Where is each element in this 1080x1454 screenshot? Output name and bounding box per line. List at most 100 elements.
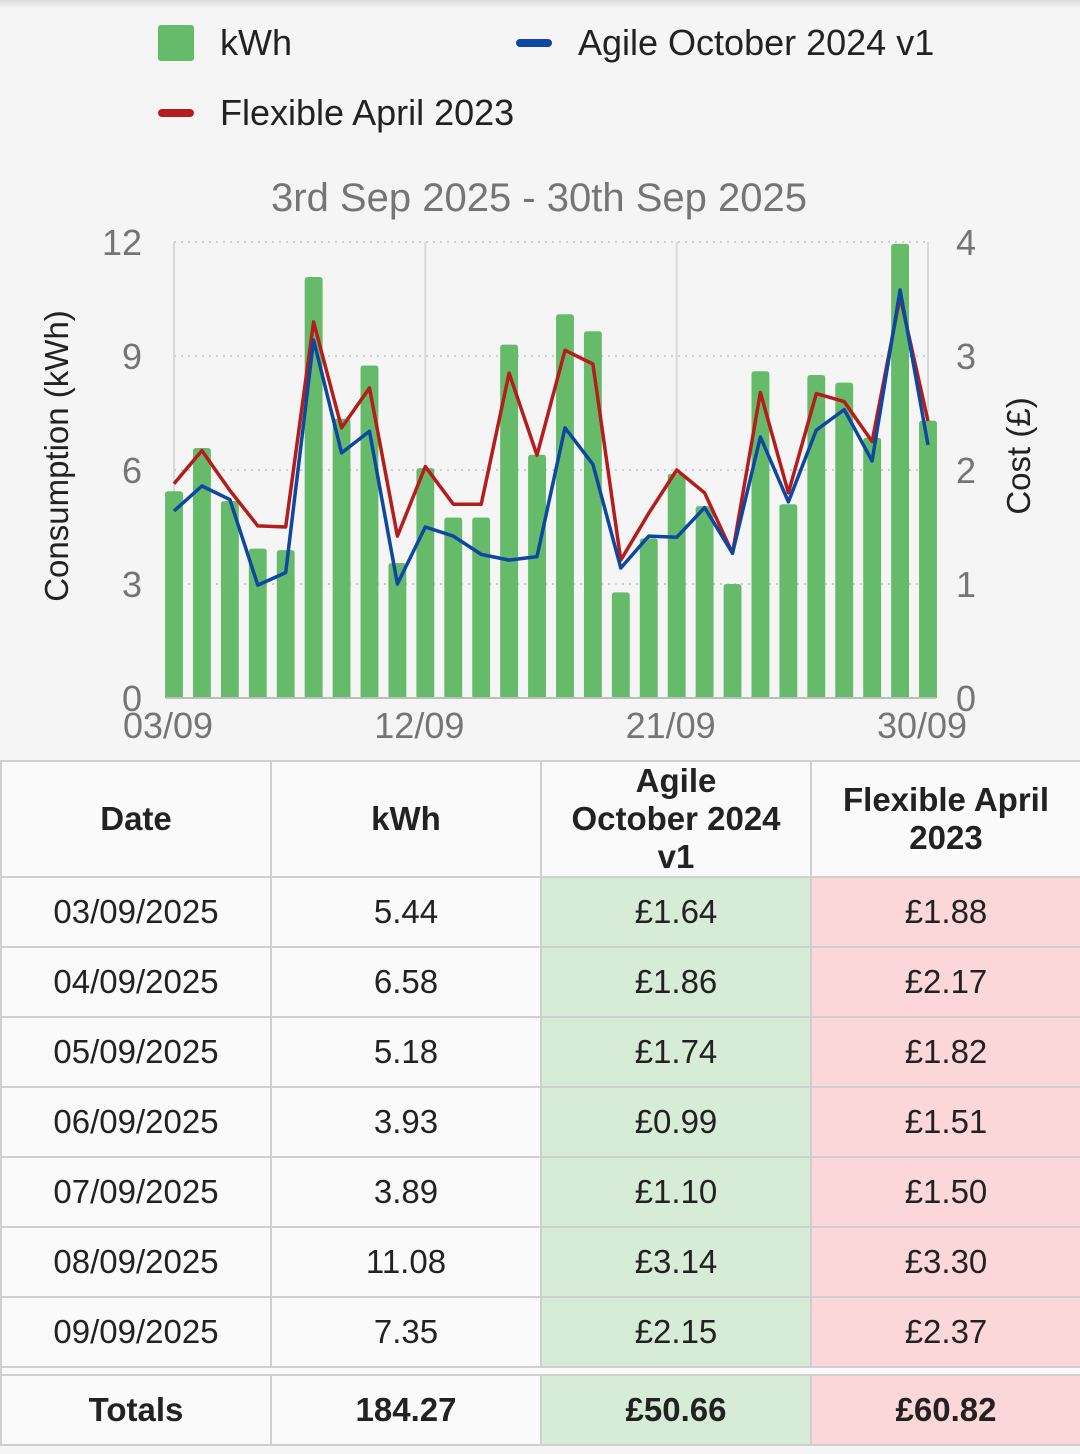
bar-series-kwh (165, 243, 937, 698)
line-agile (172, 288, 930, 587)
cell-kwh: 6.58 (270, 946, 542, 1018)
x-tick-label: 21/09 (626, 705, 716, 746)
bar-kwh (583, 331, 602, 698)
y2-tick-label: 2 (956, 450, 976, 491)
legend-swatch-flexible (158, 109, 194, 117)
bar-kwh (276, 550, 295, 698)
line-series (172, 288, 930, 587)
cell-flexible: £2.17 (810, 946, 1080, 1018)
x-tick-label: 03/09 (123, 705, 213, 746)
y-tick-label: 0 (122, 678, 142, 719)
legend-item-kwh[interactable]: kWh (158, 22, 292, 64)
cell-flexible: £1.88 (810, 876, 1080, 948)
legend-swatch-kwh (158, 25, 194, 61)
table-row: 08/09/2025 11.08 £3.14 £3.30 (0, 1226, 1080, 1298)
legend-label-kwh: kWh (220, 22, 292, 63)
legend-label-agile: Agile October 2024 v1 (578, 22, 935, 63)
bar-kwh (919, 420, 937, 698)
cell-date: 04/09/2025 (0, 946, 272, 1018)
bar-kwh (891, 243, 910, 698)
cell-agile: £1.86 (540, 946, 812, 1018)
cell-date: 07/09/2025 (0, 1156, 272, 1228)
bar-kwh (695, 506, 714, 698)
header-date[interactable]: Date (0, 760, 272, 878)
cell-kwh: 5.44 (270, 876, 542, 948)
bar-kwh (807, 375, 826, 698)
bar-kwh (500, 344, 519, 698)
table-header-row: Date kWh Agile October 2024 v1 Flexible … (0, 760, 1080, 878)
chart-legend: kWh Agile October 2024 v1 Flexible April… (0, 0, 1080, 150)
bar-kwh (779, 504, 798, 698)
cell-date: 08/09/2025 (0, 1226, 272, 1298)
legend-label-flexible: Flexible April 2023 (220, 92, 515, 133)
totals-agile: £50.66 (540, 1374, 812, 1446)
y-tick-label: 3 (122, 564, 142, 605)
bar-kwh (388, 563, 407, 698)
totals-label: Totals (0, 1374, 272, 1446)
header-flexible[interactable]: Flexible April 2023 (810, 760, 1080, 878)
y2-axis-label: Cost (£) (1000, 397, 1037, 514)
bar-kwh (639, 538, 658, 698)
bar-kwh (667, 473, 686, 698)
y2-tick-label: 0 (956, 678, 976, 719)
cell-agile: £1.64 (540, 876, 812, 948)
header-agile-text: Agile October 2024 v1 (571, 762, 781, 875)
cell-date: 09/09/2025 (0, 1296, 272, 1368)
bar-kwh (556, 314, 574, 698)
cell-kwh: 11.08 (270, 1226, 542, 1298)
cell-flexible: £2.37 (810, 1296, 1080, 1368)
chart-title: 3rd Sep 2025 - 30th Sep 2025 (271, 176, 807, 220)
consumption-chart: 3rd Sep 2025 - 30th Sep 2025 03691201234… (38, 176, 1037, 746)
table-row: 09/09/2025 7.35 £2.15 £2.37 (0, 1296, 1080, 1368)
y2-tick-label: 4 (956, 222, 976, 263)
table-row: 06/09/2025 3.93 £0.99 £1.51 (0, 1086, 1080, 1158)
header-agile[interactable]: Agile October 2024 v1 (540, 760, 812, 878)
bar-kwh (444, 517, 463, 698)
line-flexible (172, 294, 930, 562)
bar-kwh (863, 437, 882, 698)
cell-agile: £2.15 (540, 1296, 812, 1368)
x-tick-label: 12/09 (374, 705, 464, 746)
legend-item-flexible[interactable]: Flexible April 2023 (158, 92, 514, 134)
bar-kwh (192, 447, 211, 698)
table-row: 04/09/2025 6.58 £1.86 £2.17 (0, 946, 1080, 1018)
bar-kwh (723, 584, 742, 698)
y2-tick-label: 3 (956, 336, 976, 377)
table-body: 03/09/2025 5.44 £1.64 £1.88 04/09/2025 6.58 £1… (0, 876, 1080, 1368)
table-row: 03/09/2025 5.44 £1.64 £1.88 (0, 876, 1080, 948)
bar-kwh (248, 548, 267, 698)
cell-agile: £3.14 (540, 1226, 812, 1298)
cell-agile: £1.74 (540, 1016, 812, 1088)
totals-gap (0, 1366, 1080, 1376)
cell-flexible: £1.51 (810, 1086, 1080, 1158)
bar-kwh (472, 517, 491, 698)
y-axis-label: Consumption (kWh) (38, 310, 75, 602)
cell-flexible: £3.30 (810, 1226, 1080, 1298)
cell-kwh: 3.89 (270, 1156, 542, 1228)
bar-kwh (835, 382, 854, 698)
cell-flexible: £1.82 (810, 1016, 1080, 1088)
cell-date: 06/09/2025 (0, 1086, 272, 1158)
bar-kwh (165, 491, 183, 698)
bar-kwh (220, 501, 239, 698)
bar-kwh (332, 418, 351, 698)
totals-row: Totals 184.27 £50.66 £60.82 (0, 1374, 1080, 1446)
totals-kwh: 184.27 (270, 1374, 542, 1446)
cell-kwh: 5.18 (270, 1016, 542, 1088)
totals-flexible: £60.82 (810, 1374, 1080, 1446)
cell-flexible: £1.50 (810, 1156, 1080, 1228)
y-tick-label: 12 (102, 222, 142, 263)
y2-tick-label: 1 (956, 564, 976, 605)
cell-date: 05/09/2025 (0, 1016, 272, 1088)
cell-agile: £0.99 (540, 1086, 812, 1158)
y-tick-label: 9 (122, 336, 142, 377)
bar-kwh (416, 468, 435, 698)
cell-date: 03/09/2025 (0, 876, 272, 948)
bar-kwh (528, 454, 546, 698)
cell-kwh: 3.93 (270, 1086, 542, 1158)
header-kwh[interactable]: kWh (270, 760, 542, 878)
bar-kwh (611, 592, 630, 698)
header-flexible-text: Flexible April 2023 (843, 781, 1049, 856)
legend-item-agile[interactable]: Agile October 2024 v1 (516, 22, 934, 64)
